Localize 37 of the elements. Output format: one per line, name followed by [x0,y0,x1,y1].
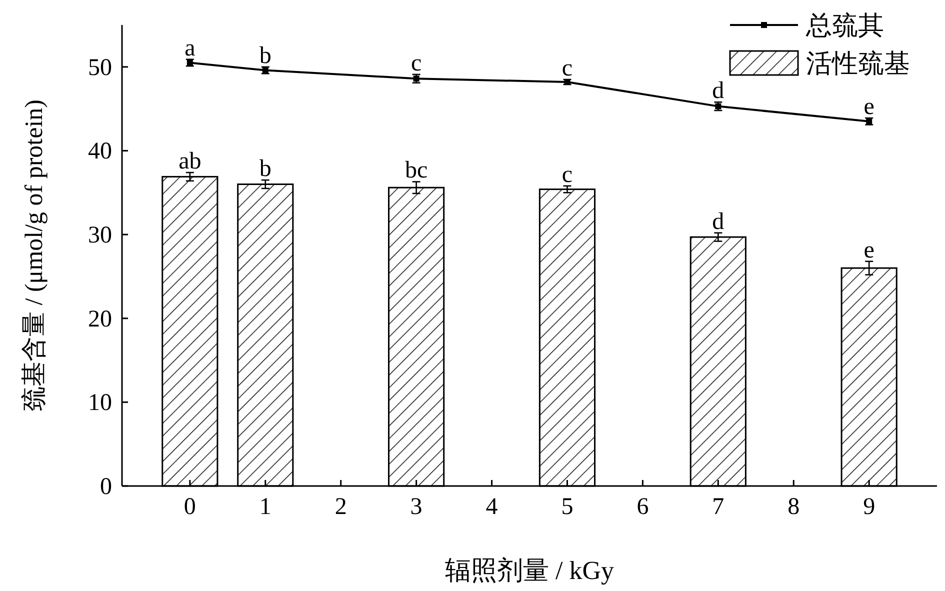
point [413,76,420,82]
legend-label: 总巯其 [805,11,884,40]
annotation: d [712,78,724,104]
x-tick-label: 3 [410,494,422,520]
legend-label: 活性巯基 [806,49,910,78]
y-tick-label: 40 [88,138,112,165]
y-tick-label: 0 [100,474,112,500]
y-tick-label: 10 [88,390,112,416]
x-tick-label: 4 [486,494,498,520]
x-tick-label: 6 [636,494,649,520]
point [186,60,193,66]
y-tick-label: 30 [88,222,112,249]
annotation: e [864,237,874,264]
annotation: d [712,208,724,235]
y-tick-label: 50 [88,54,112,81]
point [262,67,268,74]
point [866,118,872,124]
annotation: b [259,42,272,69]
x-tick-label: 1 [259,494,272,520]
annotation: e [864,94,874,120]
x-tick-label: 8 [788,494,800,520]
x-tick-label: 2 [334,494,347,520]
annotation: c [562,55,573,82]
x-tick-label: 0 [184,494,196,520]
point [715,103,722,110]
x-tick-label: 9 [863,494,876,520]
annotation: bc [404,158,428,184]
x-axis-title: 辐照剂量 / kGy [445,556,614,585]
x-tick-label: 7 [712,494,724,520]
annotation: a [184,35,196,62]
y-axis-title: 巯基含量 / (μmol/g of protein) [20,100,48,412]
x-tick-label: 5 [561,494,574,520]
annotation: c [562,162,573,188]
annotation: ab [178,148,202,175]
annotation: c [410,50,422,76]
annotation: b [259,156,272,182]
y-tick-label: 20 [88,306,112,332]
